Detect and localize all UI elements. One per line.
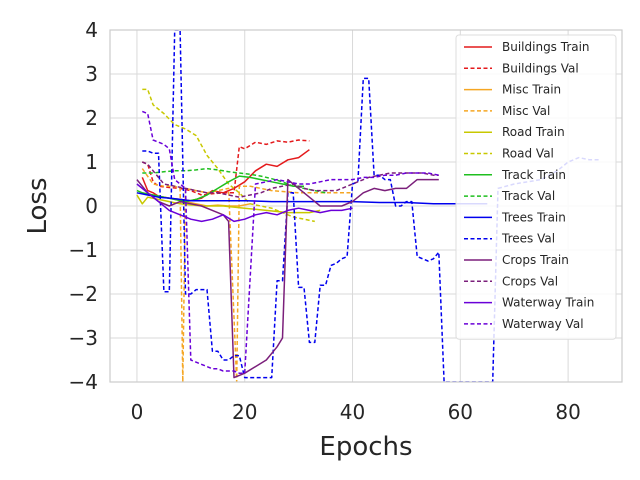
y-tick-labels: −4 −3 −2 −1 0 1 2 3 4 [69,18,98,394]
legend-label: Road Val [502,147,554,161]
series-line-crops-train [136,178,439,379]
x-tick-labels: 0 20 40 60 80 [131,400,581,424]
series-line-crops-val [142,161,439,198]
x-axis-label: Epochs [319,432,412,462]
legend-label: Track Train [501,168,566,182]
x-tick-label: 0 [131,400,144,424]
y-tick-label: −2 [69,282,98,306]
series-line-trees-val [142,30,601,382]
legend-label: Crops Train [502,253,569,267]
x-tick-label: 40 [340,400,365,424]
series-lines [136,30,601,382]
legend-label: Crops Val [502,274,558,288]
series-line-trees-train [136,192,488,205]
series-line-track-val [142,167,326,194]
plot-frame [109,29,623,383]
legend-label: Waterway Val [502,317,584,331]
legend-label: Track Val [501,189,555,203]
legend-label: Waterway Train [502,296,594,310]
legend-label: Trees Train [501,210,566,224]
legend: Buildings Train Buildings Val Misc Train Mi… [455,34,617,340]
x-tick-label: 60 [448,400,473,424]
y-tick-label: 4 [85,18,98,42]
series-line-buildings-val [142,139,310,196]
x-tick-label: 20 [232,400,257,424]
legend-label: Misc Train [502,83,561,97]
series-line-waterway-val [142,110,439,374]
y-tick-label: 1 [85,150,98,174]
x-tick-label: 80 [555,400,580,424]
y-tick-label: 0 [85,194,98,218]
y-tick-label: 2 [85,106,98,130]
legend-label: Misc Val [502,104,550,118]
y-tick-label: −3 [69,326,98,350]
y-tick-label: −4 [69,370,98,394]
y-tick-label: −1 [69,238,98,262]
y-axis-label: Loss [23,177,53,234]
legend-label: Road Train [502,125,565,139]
legend-label: Buildings Val [502,61,579,75]
legend-box [455,34,617,340]
series-line-waterway-train [136,183,353,223]
series-line-road-val [142,88,315,223]
legend-label: Trees Val [501,232,555,246]
y-tick-label: 3 [85,62,98,86]
legend-label: Buildings Train [502,40,590,54]
